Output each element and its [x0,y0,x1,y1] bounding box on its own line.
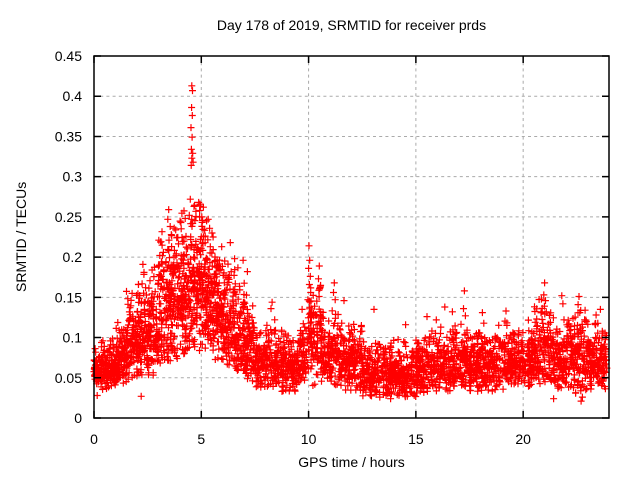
y-tick-label: 0.05 [55,370,82,386]
chart-title: Day 178 of 2019, SRMTID for receiver prd… [216,17,487,33]
x-tick-label: 15 [408,431,424,447]
x-tick-label: 0 [90,431,98,447]
y-tick-label: 0.15 [55,289,82,305]
y-tick-label: 0.4 [63,88,83,104]
x-tick-label: 5 [197,431,205,447]
tick-marks [93,55,609,419]
plot-frame [93,55,610,419]
x-tick-label: 10 [301,431,317,447]
y-tick-label: 0.3 [63,169,83,185]
y-tick-label: 0.1 [63,330,83,346]
scatter-markers [90,82,611,405]
x-tick-label: 20 [515,431,531,447]
y-tick-label: 0 [74,410,82,426]
x-axis-label: GPS time / hours [298,454,405,470]
y-tick-label: 0.45 [55,48,82,64]
y-tick-label: 0.35 [55,128,82,144]
y-tick-label: 0.2 [63,249,83,265]
y-tick-label: 0.25 [55,209,82,225]
